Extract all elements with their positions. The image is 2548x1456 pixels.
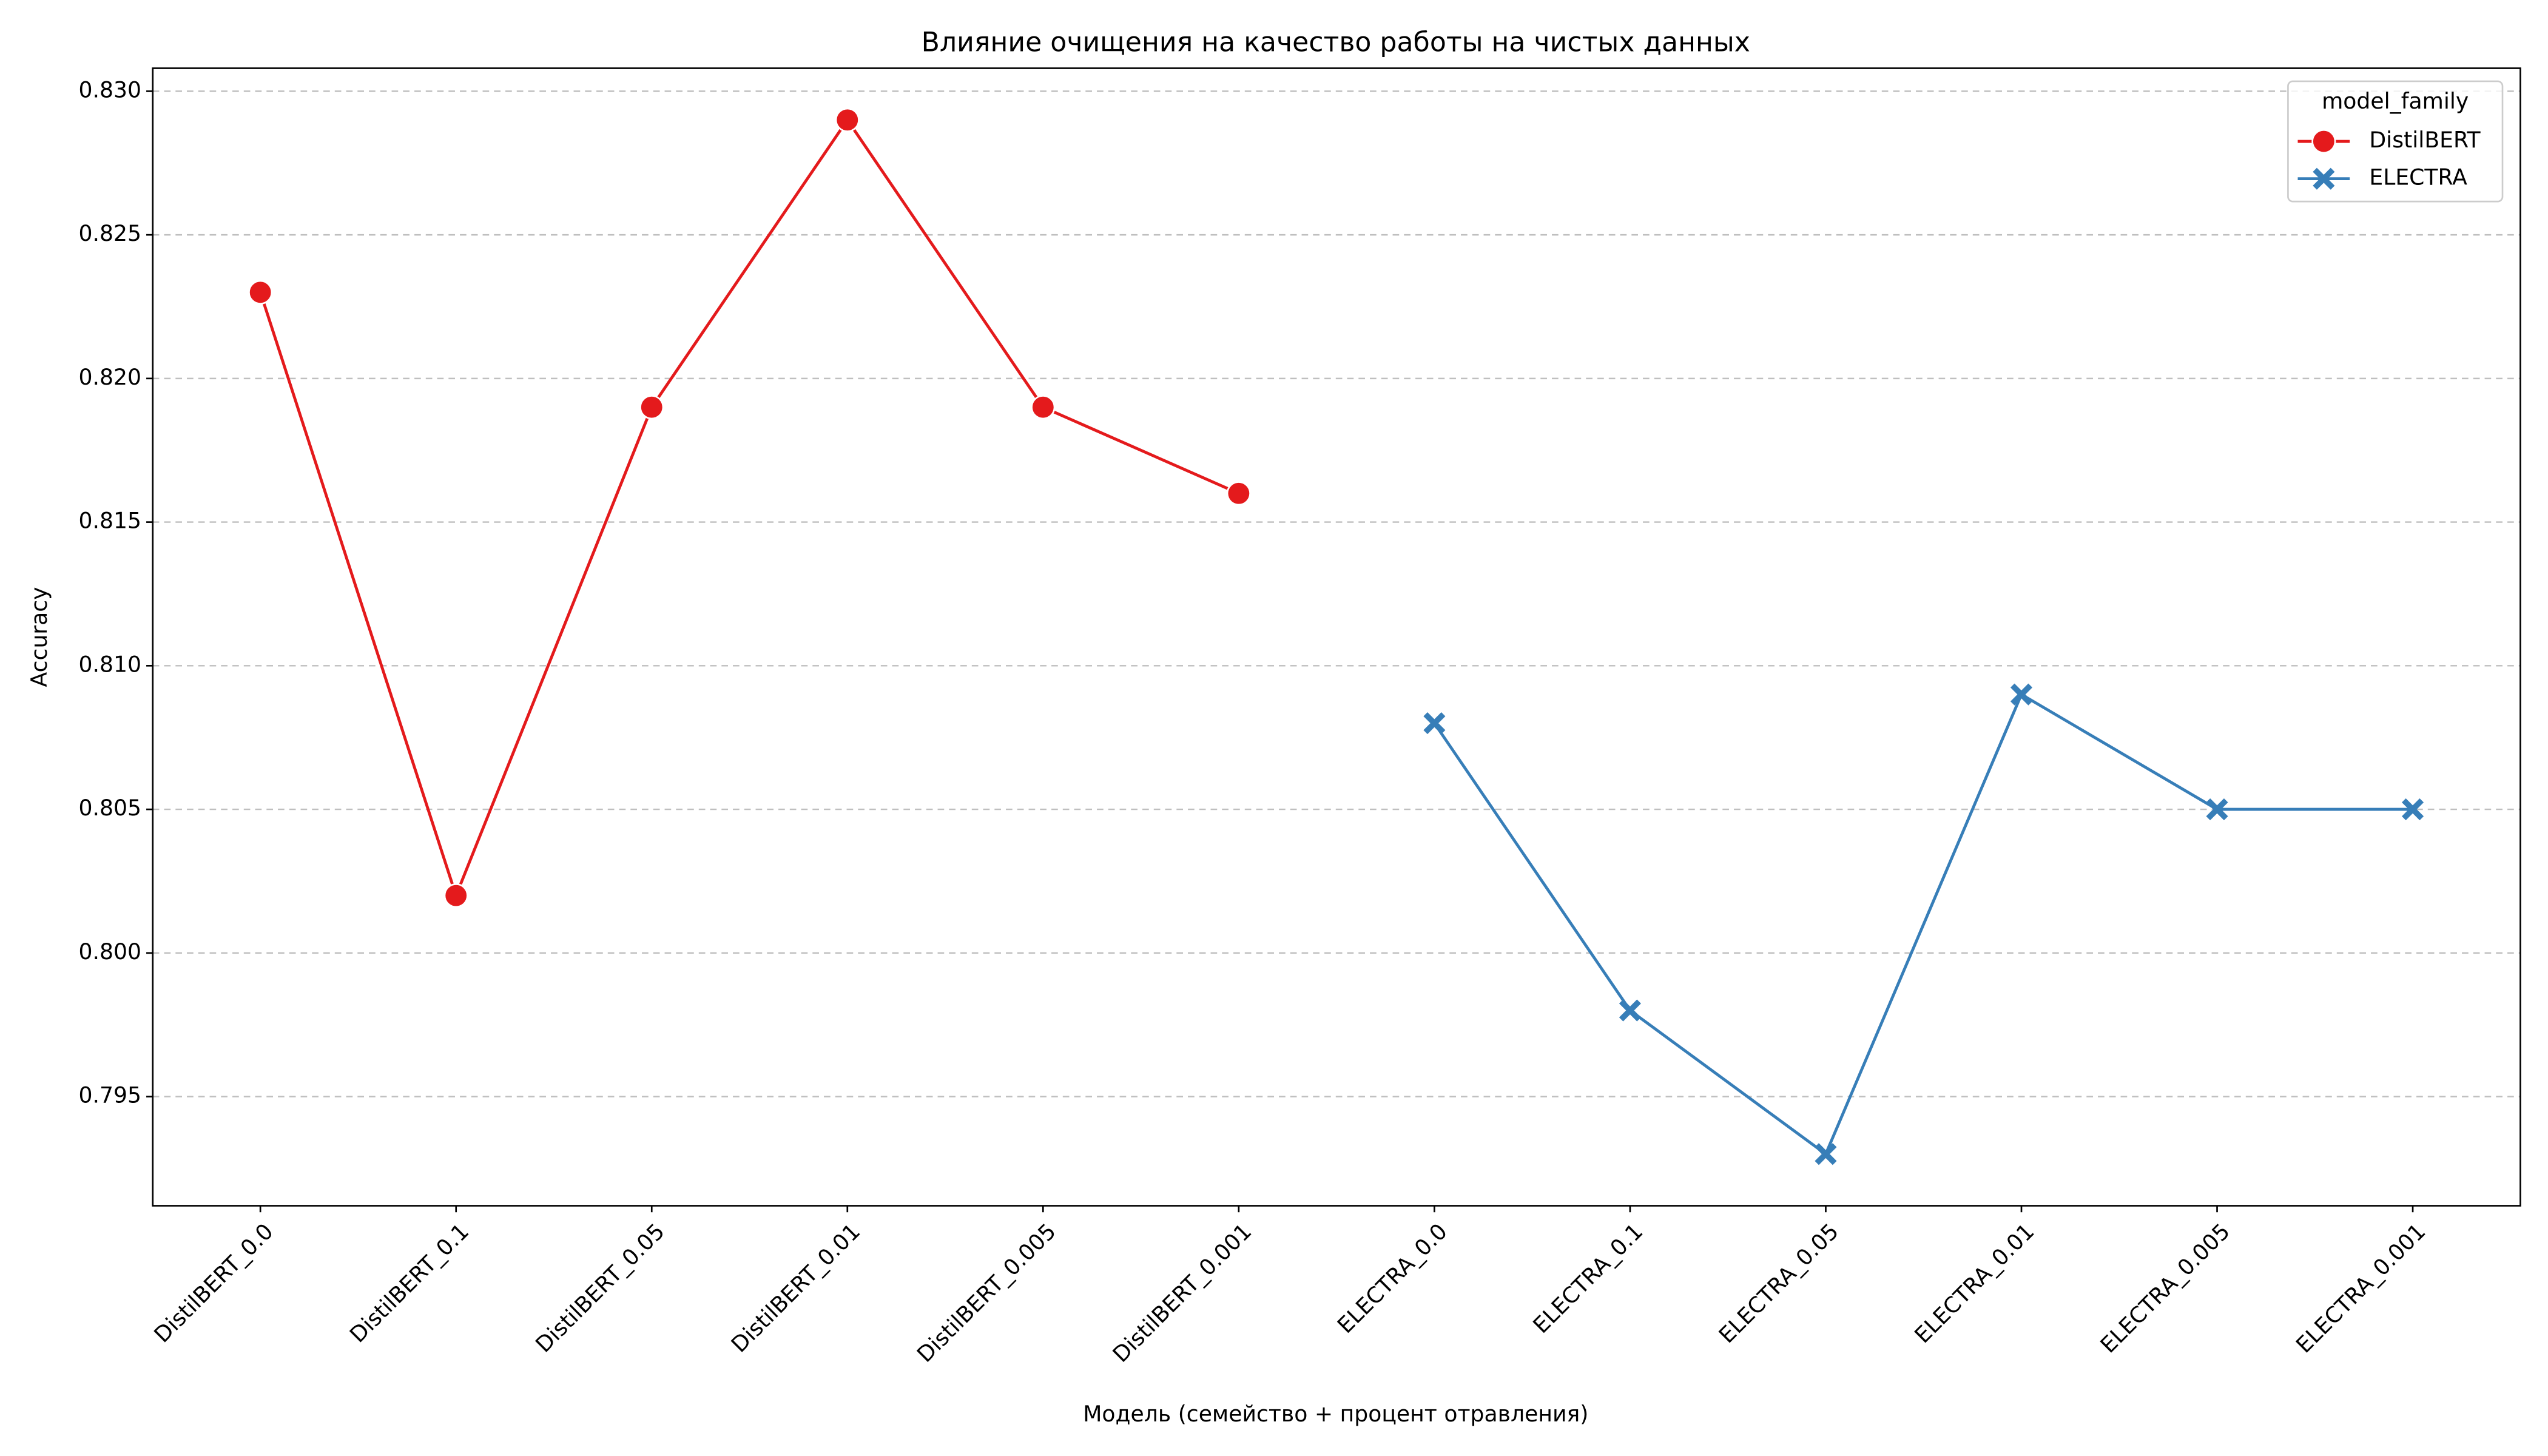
- y-tick-label: 0.815: [79, 508, 142, 534]
- point: [1226, 481, 1251, 506]
- series-line: [1433, 692, 2413, 1157]
- y-tick-label: 0.820: [79, 364, 142, 390]
- series-line: [258, 117, 1239, 900]
- y-tick-label: 0.830: [79, 76, 142, 103]
- point: [2402, 798, 2424, 821]
- legend-label: ELECTRA: [2369, 164, 2467, 190]
- y-tick-label: 0.795: [79, 1082, 142, 1108]
- y-tick-label: 0.805: [79, 795, 142, 821]
- y-tick-label: 0.825: [79, 220, 142, 246]
- legend-label: DistilBERT: [2369, 127, 2481, 153]
- point: [1423, 712, 1446, 735]
- legend-box: [2287, 80, 2504, 203]
- y-tick-label: 0.800: [79, 939, 142, 965]
- point: [835, 107, 860, 132]
- legend-marker: [2311, 129, 2336, 154]
- legend-marker: [2313, 167, 2335, 190]
- point: [1619, 999, 1641, 1022]
- point: [1031, 395, 1056, 420]
- point: [443, 883, 468, 908]
- x-axis-label: Модель (семейство + процент отравления): [1083, 1401, 1588, 1427]
- point: [639, 395, 664, 420]
- plot-frame: [152, 67, 2521, 1207]
- chart-title: Влияние очищения на качество работы на ч…: [922, 27, 1750, 58]
- point: [2206, 798, 2228, 821]
- legend-title: model_family: [2322, 88, 2469, 114]
- point: [2010, 683, 2033, 706]
- point: [1815, 1143, 1837, 1165]
- point: [248, 280, 273, 305]
- y-tick-label: 0.810: [79, 651, 142, 677]
- y-axis-label: Accuracy: [26, 587, 52, 687]
